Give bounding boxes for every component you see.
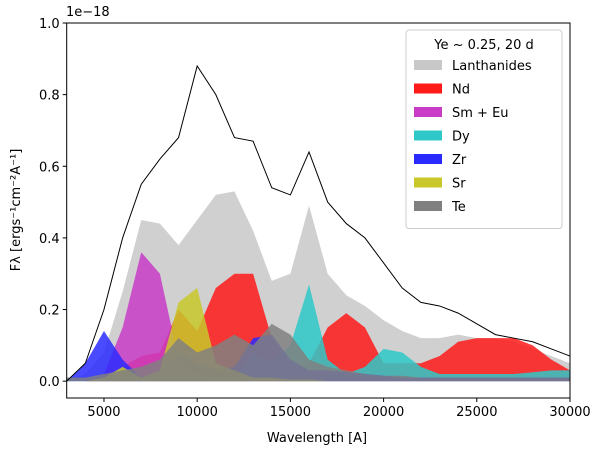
legend-swatch: [414, 201, 442, 211]
legend-label: Sr: [452, 177, 466, 192]
legend-swatch: [414, 130, 442, 141]
plot-frame: [66, 22, 571, 399]
y-tick-label: 1.0: [39, 17, 60, 32]
legend-label: Sm + Eu: [452, 106, 509, 121]
legend-swatch: [414, 154, 442, 164]
legend-swatch: [414, 107, 442, 117]
legend-label: Te: [451, 200, 466, 215]
x-tick-label: 30000: [549, 405, 590, 420]
legend-swatch: [414, 177, 442, 188]
legend-box: [405, 29, 563, 229]
y-tick-label: 0.8: [39, 89, 60, 104]
x-tick-label: 10000: [177, 405, 218, 420]
y-tick-label: 0.0: [39, 375, 60, 390]
legend-label: Nd: [452, 83, 470, 98]
x-tick-label: 25000: [456, 405, 497, 420]
x-tick-label: 20000: [363, 405, 404, 420]
legend-label: Dy: [452, 130, 470, 145]
x-tick-label: 5000: [87, 405, 120, 420]
y-axis-label: Fλ [ergs⁻¹cm⁻²A⁻¹]: [9, 149, 24, 272]
offset-label: 1e−18: [66, 5, 110, 20]
legend-label: Lanthanides: [452, 59, 532, 74]
legend-title: Ye ~ 0.25, 20 d: [433, 38, 534, 53]
line: [66, 64, 571, 382]
y-tick-label: 0.2: [39, 304, 60, 319]
area: [66, 284, 570, 382]
legend-swatch: [414, 60, 442, 70]
y-tick-label: 0.4: [39, 232, 60, 247]
legend-swatch: [414, 83, 442, 94]
legend-label: Zr: [452, 153, 467, 168]
x-axis-label: Wavelength [A]: [267, 431, 367, 446]
y-tick-label: 0.6: [39, 160, 60, 175]
x-tick-label: 15000: [270, 405, 311, 420]
area: [66, 323, 570, 382]
